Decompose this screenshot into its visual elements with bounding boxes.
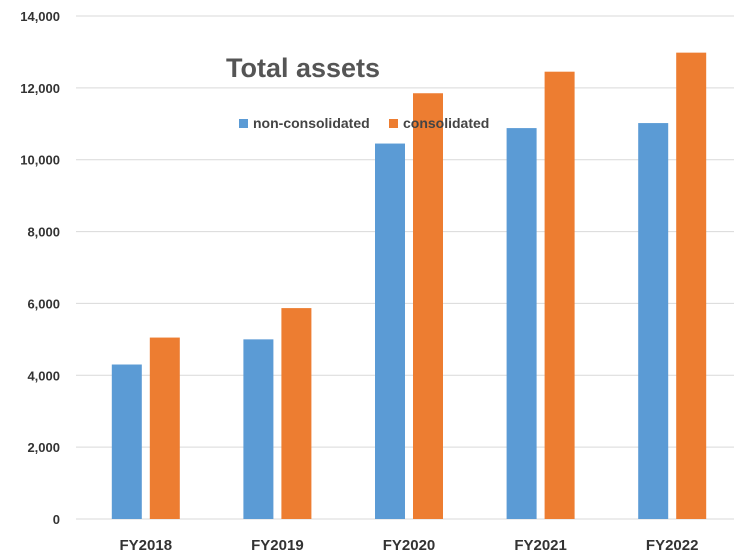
- bar-consolidated-FY2019: [281, 308, 312, 519]
- legend-swatch-non-consolidated: [239, 119, 248, 128]
- bar-non-consolidated-FY2021: [506, 128, 537, 519]
- x-tick-label: FY2022: [646, 537, 699, 554]
- y-tick-label: 12,000: [20, 81, 60, 96]
- y-tick-label: 14,000: [20, 9, 60, 24]
- bar-non-consolidated-FY2019: [243, 339, 274, 519]
- bar-consolidated-FY2018: [149, 337, 180, 519]
- bars: [111, 52, 707, 520]
- bar-non-consolidated-FY2020: [375, 143, 405, 519]
- bar-non-consolidated-FY2018: [111, 364, 142, 519]
- bar-consolidated-FY2022: [676, 52, 707, 519]
- y-tick-label: 0: [53, 512, 60, 527]
- x-tick-label: FY2021: [514, 537, 567, 554]
- legend-label-consolidated: consolidated: [403, 115, 489, 131]
- bar-consolidated-FY2020: [413, 93, 443, 519]
- chart-title: Total assets: [226, 53, 380, 83]
- y-tick-label: 6,000: [27, 296, 60, 311]
- legend: non-consolidated consolidated: [239, 115, 489, 131]
- x-tick-label: FY2018: [120, 537, 173, 554]
- bar-non-consolidated-FY2022: [638, 123, 669, 520]
- y-axis-tick-labels: 0 2,000 4,000 6,000 8,000 10,000 12,000 14,000: [20, 9, 60, 527]
- x-tick-label: FY2020: [383, 537, 436, 554]
- y-tick-label: 2,000: [27, 440, 60, 455]
- y-tick-label: 10,000: [20, 153, 60, 168]
- x-axis-tick-labels: FY2018 FY2019 FY2020 FY2021 FY2022: [120, 537, 699, 554]
- bar-consolidated-FY2021: [544, 71, 575, 520]
- legend-label-non-consolidated: non-consolidated: [253, 115, 370, 131]
- x-tick-label: FY2019: [251, 537, 304, 554]
- legend-swatch-consolidated: [389, 119, 398, 128]
- y-tick-label: 8,000: [27, 225, 60, 240]
- y-tick-label: 4,000: [27, 368, 60, 383]
